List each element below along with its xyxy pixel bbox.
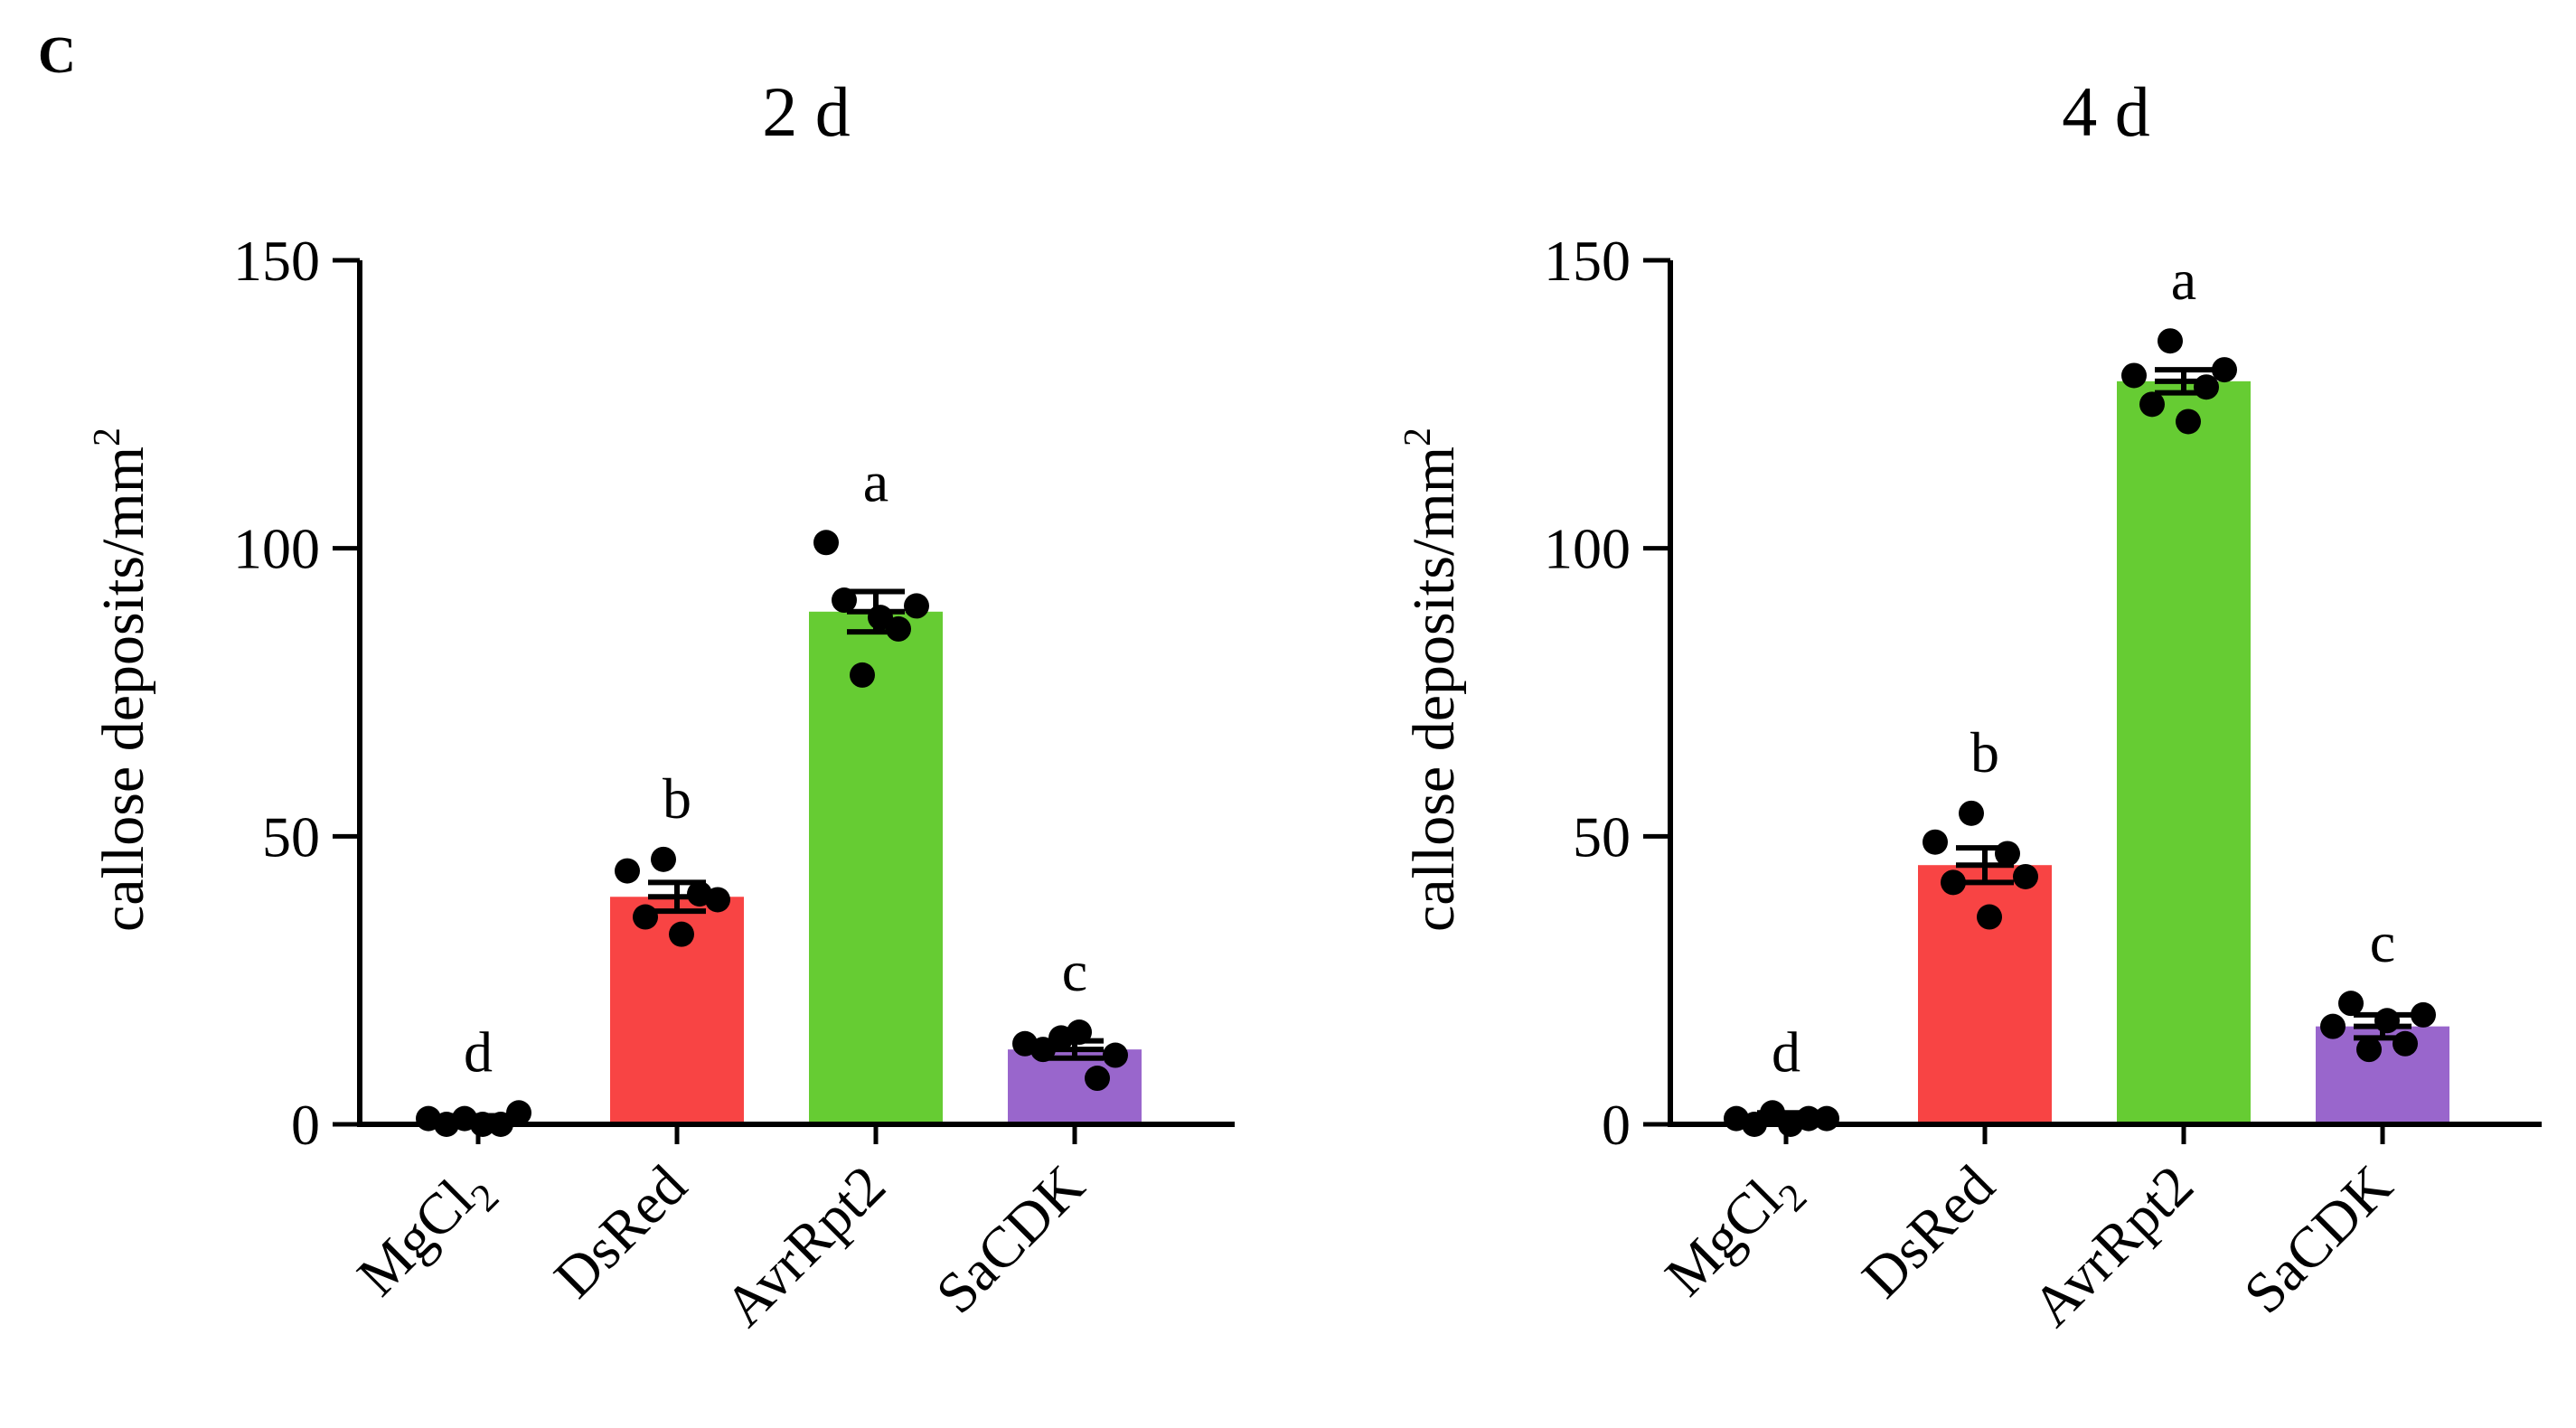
chart-2d: 2 d callose deposits/mm2 d MgCl2 b DsRed a AvrR…	[87, 72, 1235, 1339]
data-point	[1959, 800, 1984, 826]
x-tick-label-text: AvrRpt2	[712, 1153, 898, 1339]
x-tick-label: AvrRpt2	[2020, 1153, 2205, 1339]
y-axis-label-superscript: 2	[87, 427, 128, 446]
panel-letter: C	[38, 25, 76, 84]
chart-title: 2 d	[762, 72, 851, 151]
significance-letter: d	[464, 1019, 493, 1084]
chart-title: 4 d	[2062, 72, 2150, 151]
y-tick-label: 150	[1544, 229, 1631, 293]
significance-letter: c	[2370, 910, 2395, 974]
significance-letter: d	[1772, 1019, 1800, 1084]
x-tick-label: SaCDK	[2232, 1153, 2404, 1326]
data-point	[2338, 991, 2364, 1017]
significance-letter: b	[1970, 720, 1999, 784]
data-point	[850, 662, 875, 688]
significance-letter: c	[1062, 939, 1087, 1003]
y-tick-label: 0	[291, 1093, 320, 1157]
y-axis-label: callose deposits/mm2	[87, 427, 156, 932]
data-point	[651, 846, 676, 872]
y-axis-label-text: callose deposits/mm	[90, 446, 156, 932]
data-point	[705, 887, 730, 913]
data-point	[2121, 362, 2147, 389]
data-point	[1814, 1105, 1839, 1132]
y-tick-label: 0	[1602, 1093, 1631, 1157]
x-tick-label-text: SaCDK	[2232, 1153, 2404, 1326]
y-tick-label: 100	[1544, 517, 1631, 581]
data-point	[2411, 1001, 2436, 1028]
bar	[2316, 1026, 2449, 1124]
y-axis-label: callose deposits/mm2	[1397, 427, 1467, 932]
y-tick-label: 50	[1573, 804, 1631, 869]
chart-4d: 4 d callose deposits/mm2 d MgCl2 b DsRed a AvrR…	[1397, 72, 2542, 1339]
x-tick-label: MgCl2	[345, 1153, 508, 1316]
y-tick-label: 50	[262, 804, 320, 869]
x-tick-label: AvrRpt2	[712, 1153, 898, 1339]
data-point	[2176, 409, 2201, 435]
data-point	[2320, 1013, 2346, 1039]
data-point	[1923, 829, 1948, 855]
x-tick-label-text: AvrRpt2	[2020, 1153, 2205, 1339]
significance-letter: a	[2171, 248, 2196, 312]
bar	[2117, 380, 2251, 1125]
data-point	[2139, 391, 2165, 418]
data-point	[506, 1100, 531, 1126]
bar	[1918, 865, 2052, 1124]
x-tick-label: DsRed	[542, 1153, 699, 1310]
data-point	[813, 530, 839, 556]
data-point	[1977, 904, 2002, 930]
data-point	[615, 858, 640, 884]
x-tick-label-text: DsRed	[542, 1153, 699, 1310]
data-point	[2374, 1008, 2400, 1034]
data-point	[2212, 357, 2237, 383]
x-tick-label-text: DsRed	[1850, 1153, 2007, 1310]
data-point	[2356, 1037, 2382, 1063]
x-tick-label: SaCDK	[924, 1153, 1096, 1326]
data-point	[1085, 1066, 1110, 1092]
data-point	[2393, 1030, 2418, 1057]
y-axis-label-superscript: 2	[1397, 427, 1439, 446]
bar	[809, 611, 943, 1124]
data-point	[886, 615, 911, 642]
y-tick-label: 150	[233, 229, 320, 293]
data-point	[2013, 863, 2038, 889]
significance-letter: b	[663, 766, 691, 831]
y-tick-label: 100	[233, 517, 320, 581]
data-point	[1103, 1042, 1128, 1068]
data-point	[1941, 869, 1966, 896]
data-point	[2158, 328, 2183, 354]
data-point	[669, 921, 694, 947]
x-tick-label: DsRed	[1850, 1153, 2007, 1310]
x-tick-label: MgCl2	[1653, 1153, 1816, 1316]
y-axis-label-text: callose deposits/mm	[1401, 446, 1467, 932]
data-point	[633, 904, 658, 930]
data-point	[904, 593, 929, 619]
significance-letter: a	[863, 449, 888, 513]
x-tick-label-text: SaCDK	[924, 1153, 1096, 1326]
